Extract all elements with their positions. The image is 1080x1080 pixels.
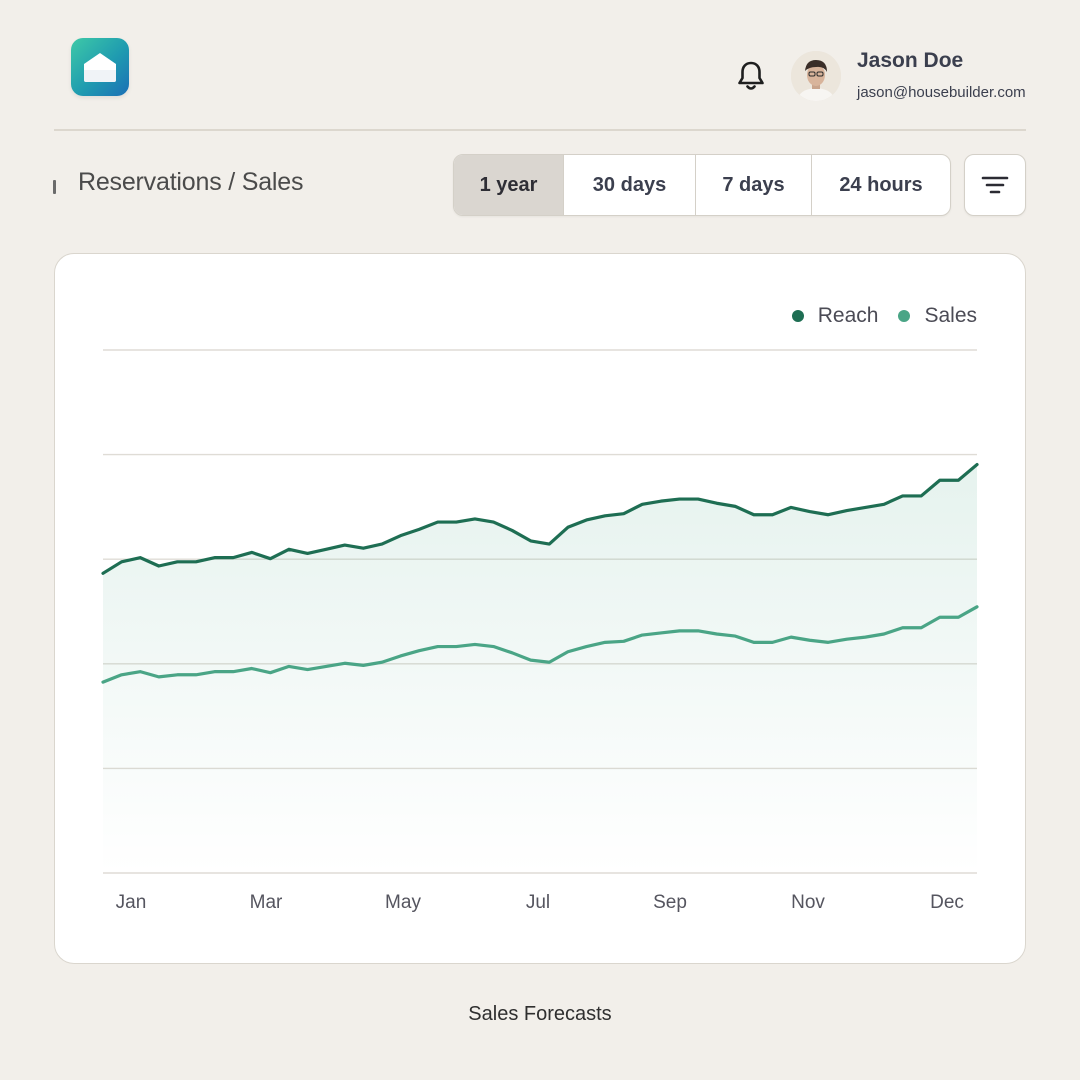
chart-caption: Sales Forecasts (468, 1003, 612, 1025)
legend-label-sales: Sales (924, 304, 977, 327)
avatar[interactable] (791, 51, 841, 101)
x-tick-label: Sep (653, 892, 687, 913)
x-tick-label: May (385, 892, 421, 913)
header-divider (54, 129, 1026, 131)
x-tick-label: Jul (526, 892, 550, 913)
chart-card: Reach Sales Jan Mar May Jul Sep Nov Dec (54, 253, 1026, 964)
user-photo-icon (791, 51, 841, 101)
legend-item-sales[interactable]: Sales (898, 304, 977, 328)
range-7-days-button[interactable]: 7 days (696, 155, 812, 215)
range-1-year-button[interactable]: 1 year (454, 155, 564, 215)
legend-item-reach[interactable]: Reach (791, 304, 879, 328)
filter-button[interactable] (964, 154, 1026, 216)
breadcrumb-marker (53, 180, 56, 194)
chart-legend: Reach Sales (791, 304, 977, 328)
x-tick-label: Jan (116, 892, 147, 913)
house-icon (84, 53, 116, 82)
series-line-sales (101, 605, 979, 684)
chart-area-fill (103, 464, 977, 873)
legend-dot-sales (898, 310, 911, 322)
user-email: jason@housebuilder.com (857, 84, 1026, 101)
bell-icon (738, 61, 764, 90)
filter-lines-icon (981, 176, 1009, 194)
range-24-hours-button[interactable]: 24 hours (839, 173, 923, 196)
x-tick-label: Mar (250, 892, 283, 913)
app-logo[interactable] (71, 38, 129, 96)
line-chart: Jan Mar May Jul Sep Nov Dec (101, 349, 979, 913)
x-tick-label: Nov (791, 892, 825, 913)
legend-dot-reach (791, 310, 804, 322)
time-range-selector: 1 year 30 days 7 days 24 hours (453, 154, 951, 216)
x-tick-label: Dec (930, 892, 964, 913)
legend-label-reach: Reach (817, 304, 879, 327)
series-line-reach (101, 462, 979, 575)
range-30-days-button[interactable]: 30 days (564, 155, 696, 215)
user-name: Jason Doe (857, 49, 964, 72)
page-title: Reservations / Sales (78, 168, 304, 196)
notifications-button[interactable] (736, 60, 766, 92)
